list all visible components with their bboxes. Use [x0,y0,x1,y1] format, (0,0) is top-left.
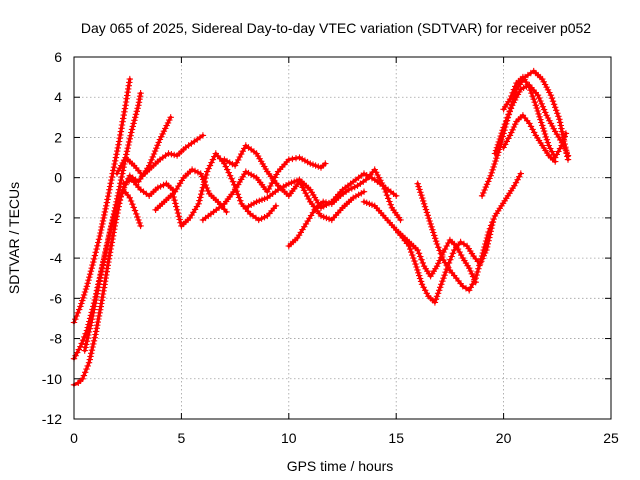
series-sat-r [500,112,559,165]
y-tick-label: -4 [50,250,63,266]
series-markers [500,112,559,165]
grid-lines [74,57,611,419]
series-sat-f [120,166,230,216]
y-tick-label: -10 [42,371,62,387]
chart-title: Day 065 of 2025, Sidereal Day-to-day VTE… [81,20,591,36]
plot-frame [73,56,612,420]
series-markers [120,166,230,216]
series-markers [113,132,207,179]
series-sat-b [70,90,144,362]
series-markers [70,75,133,326]
y-tick-label: 0 [54,170,62,186]
y-tick-label: 4 [54,89,62,105]
series-sat-n [414,170,524,294]
series-sat-q [500,73,570,161]
y-axis-label: SDTVAR / TECUs [6,182,22,294]
y-tick-label: -8 [50,331,63,347]
x-tick-label: 10 [281,430,297,446]
y-tick-label: -12 [42,411,62,427]
series-markers [285,166,404,250]
series-sat-h [199,154,329,224]
x-tick-label: 20 [496,430,512,446]
y-tick-label: -2 [50,210,63,226]
axis-ticks: 0 5 10 15 20 25 -12 -10 -8 -6 -4 -2 0 2 4 6 [42,49,619,446]
series-sat-e [113,132,207,179]
x-axis-label: GPS time / hours [287,458,394,474]
x-tick-label: 5 [178,430,186,446]
series-sat-d [81,186,144,354]
series-markers [414,170,524,294]
series-markers [199,154,329,224]
y-tick-label: 6 [54,49,62,65]
series-markers [152,150,280,230]
series-markers [500,73,570,161]
x-tick-label: 25 [603,430,619,446]
y-tick-label: 2 [54,129,62,145]
series-sat-k [285,166,404,250]
series-sat-g [152,150,280,230]
series-layer [70,67,572,388]
series-markers [491,82,572,159]
series-markers [81,186,144,354]
x-tick-label: 0 [70,430,78,446]
series-sat-p [491,82,572,159]
series-sat-i [221,142,368,224]
x-tick-label: 15 [388,430,404,446]
y-tick-label: -6 [50,290,63,306]
series-sat-a [70,75,133,326]
